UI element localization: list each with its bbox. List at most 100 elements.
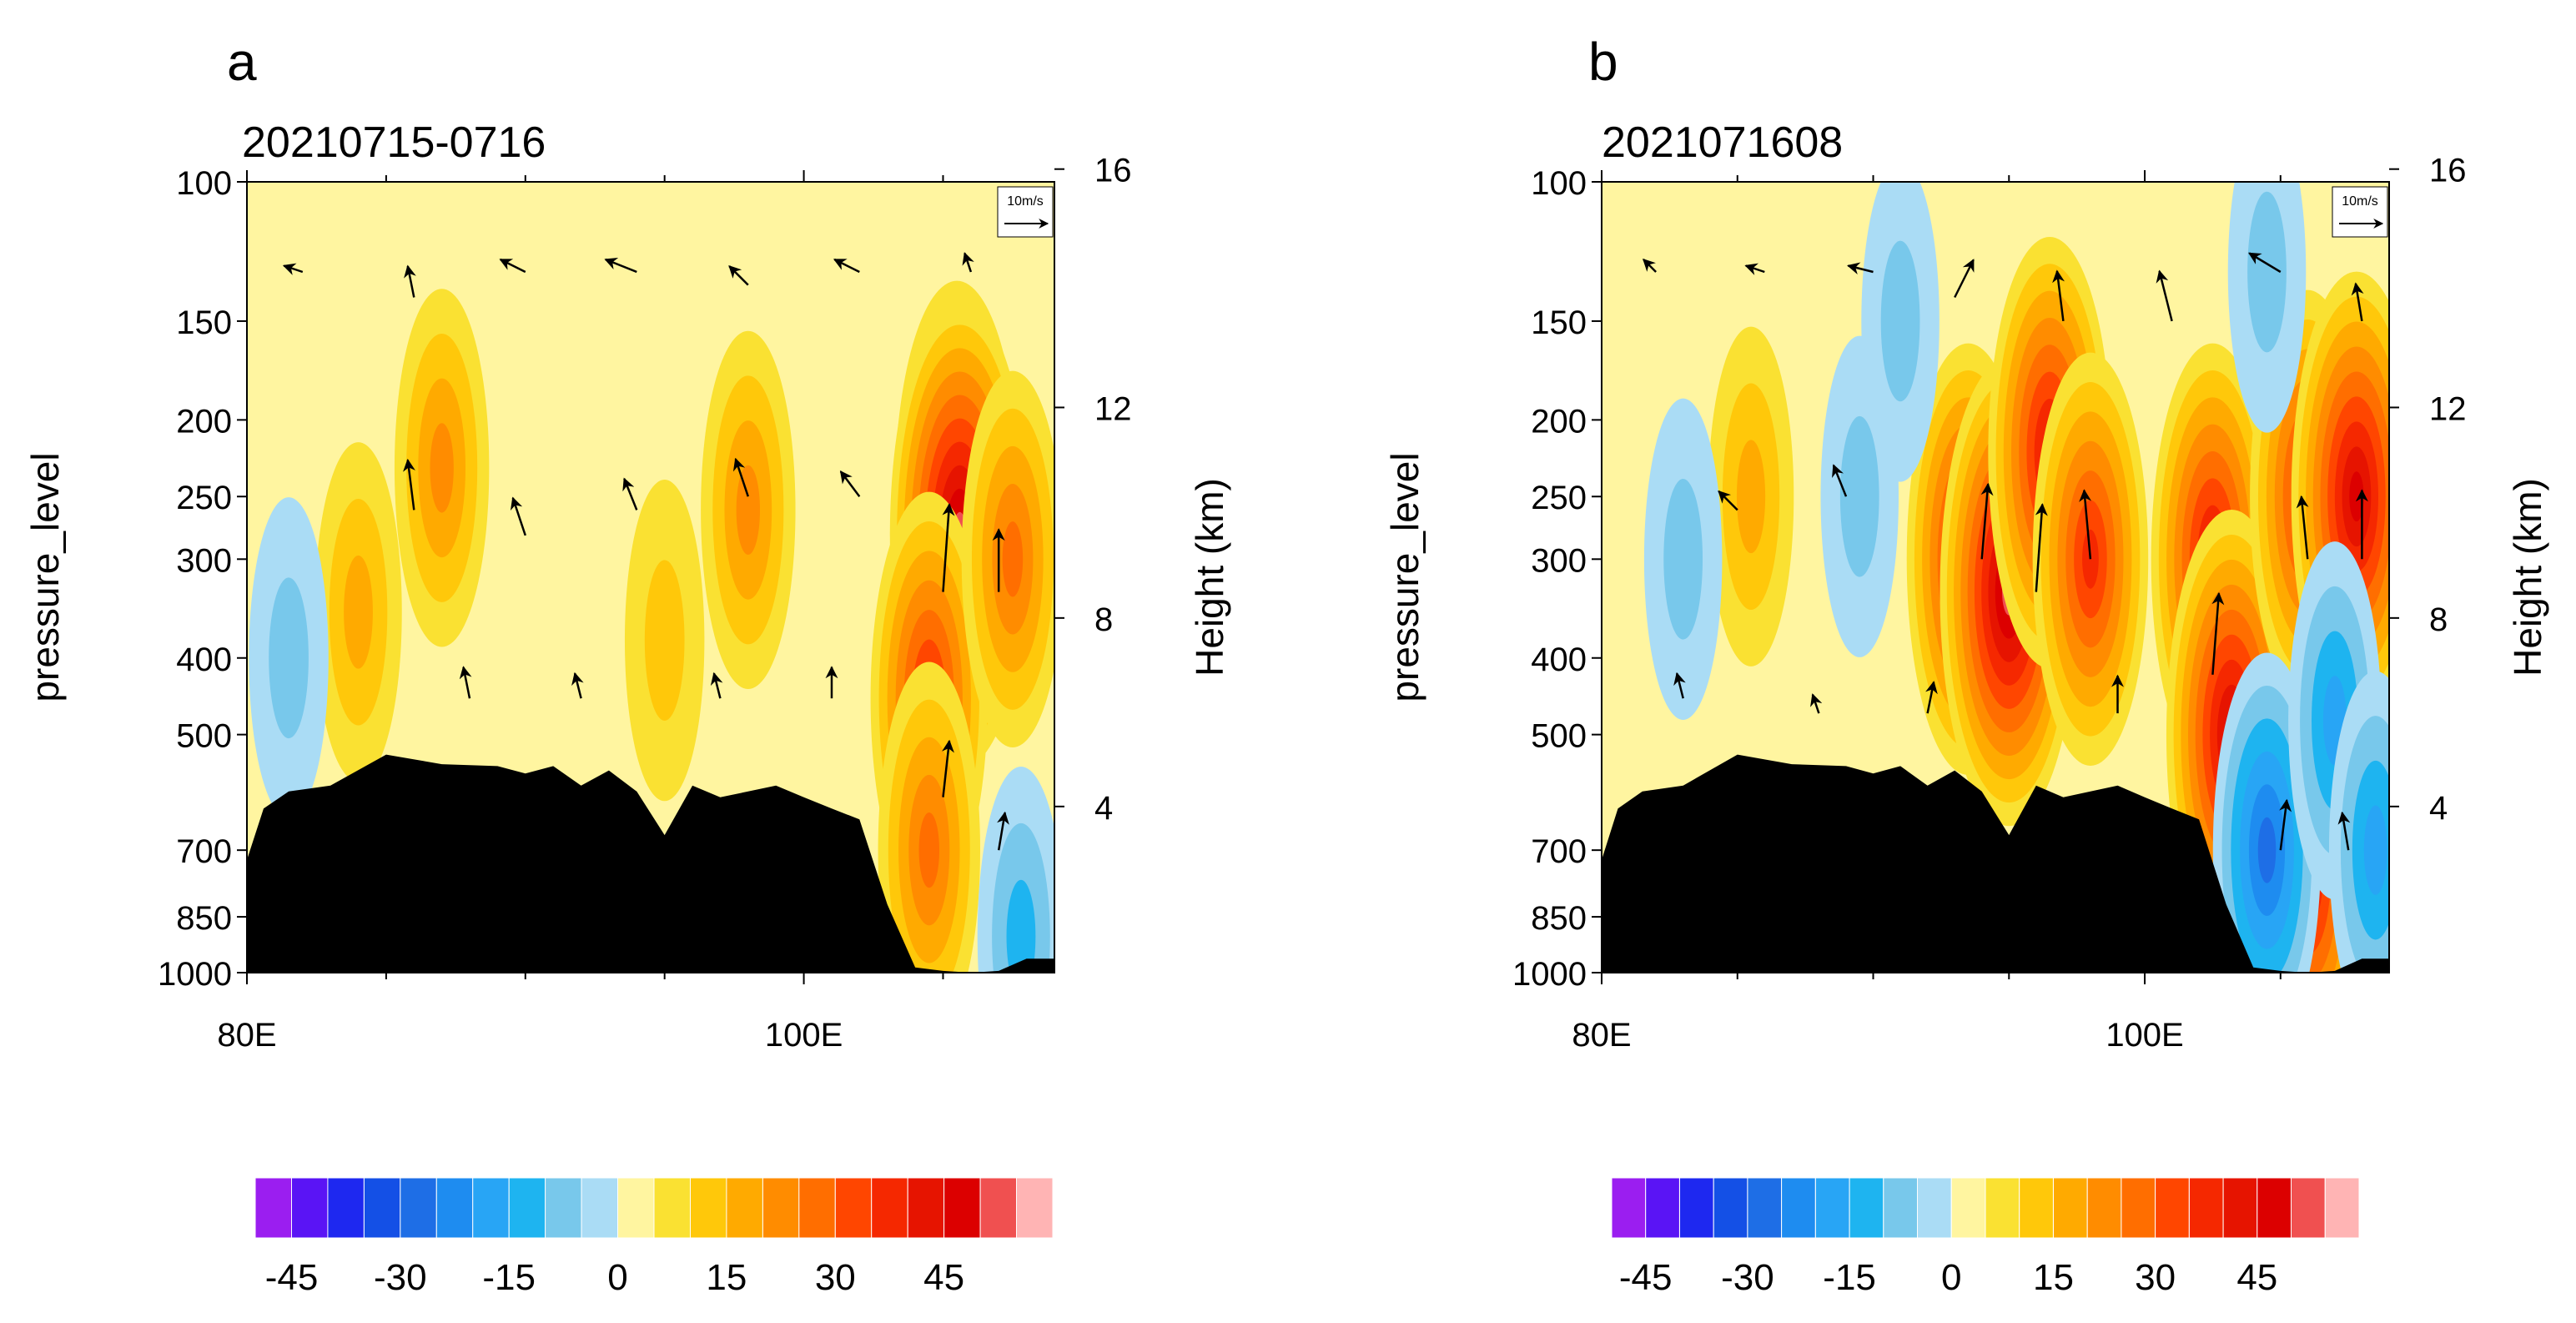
x-tick-label: 80E (217, 1017, 276, 1054)
y-right-tick-label: 16 (1094, 153, 1132, 189)
colorbar-tick-label: 15 (706, 1257, 747, 1298)
wind-vector (404, 264, 416, 298)
y-tick-label: 500 (1531, 718, 1587, 755)
colorbar-swatch (1645, 1177, 1680, 1239)
panel-a-title: 20210715-0716 (242, 118, 546, 167)
panel-a-frame (246, 181, 1055, 973)
colorbar-swatch (2053, 1177, 2088, 1239)
panel-b: b 2021071608 100 150 200 250 300 400 500 700 850… (1383, 32, 2549, 1054)
panel-b-colorbar: -45 -30 -15 0 15 30 45 (1611, 1177, 2360, 1298)
anomaly-contour (1002, 521, 1024, 597)
panel-a-wind-vectors (282, 252, 1009, 851)
wind-vector (622, 477, 638, 511)
y-right-tick-label: 12 (1094, 390, 1132, 427)
panel-a-y-right-axis: 16 12 8 4 (1054, 153, 1132, 827)
colorbar-tick-label: -30 (374, 1257, 427, 1298)
colorbar-swatch (1917, 1177, 1952, 1239)
colorbar-tick-label: -45 (265, 1257, 319, 1298)
colorbar-swatch (871, 1177, 908, 1239)
colorbar-swatch (2155, 1177, 2190, 1239)
anomaly-contour (2257, 817, 2277, 883)
colorbar-tick-label: -15 (1823, 1257, 1876, 1298)
panel-a-label: a (227, 32, 257, 92)
panel-a-colorbar: -45 -30 -15 0 15 30 45 (254, 1177, 1054, 1298)
colorbar-swatch (327, 1177, 365, 1239)
panel-a-anomaly-fill (249, 280, 1054, 973)
colorbar-swatch (581, 1177, 619, 1239)
anomaly-contour (1880, 240, 1920, 402)
panel-b-anomaly-fill (1643, 182, 2389, 973)
colorbar-swatch (762, 1177, 800, 1239)
panel-b-y-axis: 100 150 200 250 300 400 500 700 850 1000 (1512, 165, 1602, 993)
wind-vector (1980, 482, 1994, 560)
colorbar-swatch (2086, 1177, 2122, 1239)
wind-vector (499, 258, 526, 274)
colorbar-tick-label: 0 (607, 1257, 627, 1298)
colorbar-tick-label: 45 (923, 1257, 964, 1298)
panel-a-reference-vector-label: 10m/s (1007, 194, 1044, 209)
wind-vector (833, 258, 860, 274)
anomaly-contour (2247, 191, 2287, 353)
colorbar-swatch (1679, 1177, 1714, 1239)
anomaly-contour (2363, 805, 2387, 895)
colorbar-swatch (363, 1177, 401, 1239)
wind-vector (997, 811, 1009, 851)
panel-b-label: b (1588, 32, 1618, 92)
colorbar-swatch (508, 1177, 546, 1239)
x-tick-label: 80E (1572, 1017, 1631, 1054)
colorbar-tick-label: 45 (2236, 1257, 2277, 1298)
x-tick-label: 100E (765, 1017, 843, 1054)
colorbar-swatch (1849, 1177, 1884, 1239)
anomaly-contour (644, 560, 685, 721)
anomaly-contour (269, 577, 309, 739)
colorbar-swatch (1781, 1177, 1816, 1239)
colorbar-swatch (943, 1177, 981, 1239)
y-tick-label: 300 (176, 542, 232, 579)
colorbar-swatch (726, 1177, 763, 1239)
y-tick-label: 200 (176, 403, 232, 440)
y-tick-label: 250 (176, 480, 232, 516)
y-right-tick-label: 4 (1094, 790, 1113, 827)
wind-vector (403, 458, 415, 511)
colorbar-swatch (2257, 1177, 2292, 1239)
colorbar-tick-label: 15 (2033, 1257, 2074, 1298)
wind-vector (510, 496, 526, 536)
panel-a-y-axis: 100 150 200 250 300 400 500 700 850 1000 (158, 165, 247, 993)
wind-vector (710, 672, 723, 699)
panel-b-wind-vectors (1643, 252, 2368, 851)
y-tick-label: 700 (1531, 833, 1587, 870)
colorbar-swatch (1985, 1177, 2020, 1239)
y-tick-label: 150 (1531, 304, 1587, 341)
panel-b-y-right-axis: 16 12 8 4 (2389, 153, 2467, 827)
panel-a-ylabel-right: Height (km) (1188, 478, 1231, 677)
wind-vector (1954, 259, 1975, 299)
y-tick-label: 100 (1531, 165, 1587, 202)
colorbar-swatch (2019, 1177, 2054, 1239)
wind-vector (1744, 263, 1765, 275)
wind-vector (571, 672, 584, 699)
wind-vector (1673, 672, 1686, 699)
colorbar-swatch (2222, 1177, 2258, 1239)
y-tick-label: 100 (176, 165, 232, 202)
anomaly-contour (430, 423, 454, 513)
wind-vector (728, 265, 749, 286)
colorbar-swatch (472, 1177, 510, 1239)
y-right-tick-label: 8 (2429, 601, 2448, 638)
colorbar-swatch (1883, 1177, 1919, 1239)
colorbar-swatch (798, 1177, 836, 1239)
panel-b-reference-vector-label: 10m/s (2342, 194, 2378, 209)
colorbar-swatch (979, 1177, 1018, 1239)
wind-vector (2079, 489, 2092, 560)
wind-vector (1718, 490, 1738, 511)
y-tick-label: 500 (176, 718, 232, 755)
anomaly-contour (344, 555, 373, 669)
colorbar-swatch (2324, 1177, 2360, 1239)
colorbar-swatch (435, 1177, 474, 1239)
y-right-tick-label: 4 (2429, 790, 2448, 827)
colorbar-swatch (2291, 1177, 2326, 1239)
anomaly-contour (1006, 879, 1036, 973)
wind-vector (604, 258, 637, 274)
anomaly-contour (1663, 478, 1703, 640)
wind-vector (1832, 464, 1848, 497)
panel-a-terrain (247, 754, 1054, 973)
